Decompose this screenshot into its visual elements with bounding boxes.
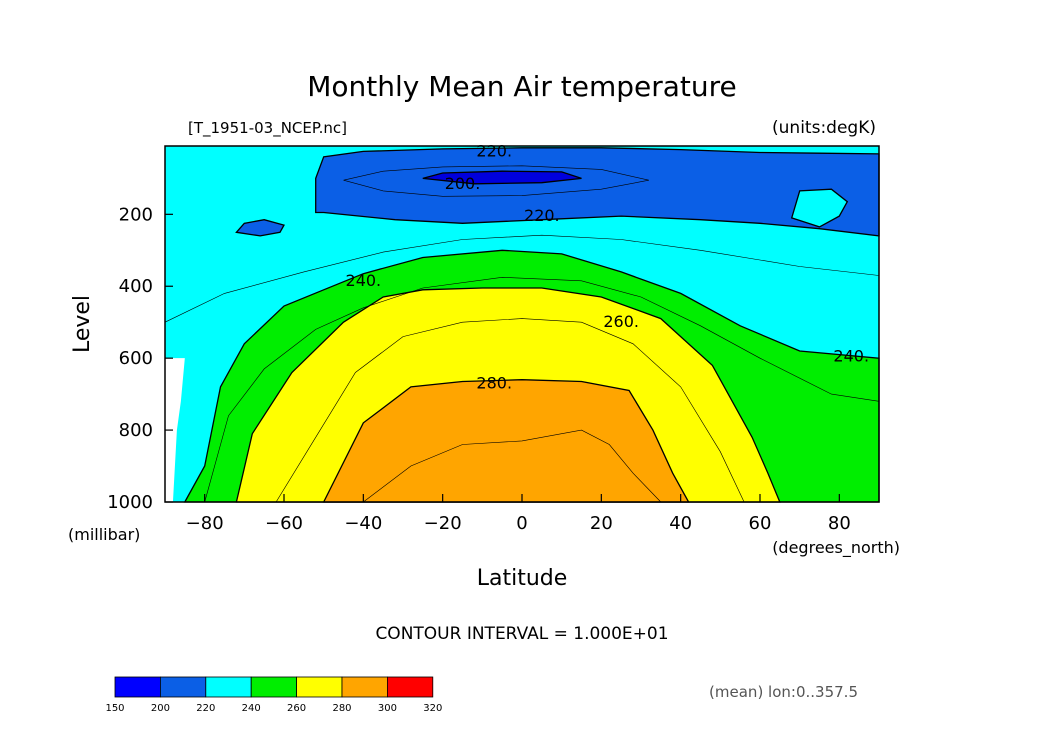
y-tick-label-3: 800 [119, 420, 153, 441]
field-region-220-240-2 [790, 188, 849, 228]
field-region-280-300-6 [322, 379, 690, 503]
y-axis: 200 400 600 800 1000 [107, 204, 173, 513]
contour-line-250 [204, 276, 880, 503]
contour-label-2: 220. [524, 206, 560, 225]
colorbar-label-7: 320 [423, 703, 442, 714]
x-axis: −80 −60 −40 −20 0 20 40 60 80 [186, 494, 851, 534]
x-tick-label-6: 40 [669, 513, 692, 534]
file-label: [T_1951-03_NCEP.nc] [188, 119, 347, 138]
colorbar-label-3: 240 [242, 703, 261, 714]
y-units: (millibar) [68, 525, 140, 544]
temperature-field [165, 146, 880, 503]
colorbar-label-6: 300 [378, 703, 397, 714]
colorbar-label-4: 260 [287, 703, 306, 714]
colorbar-swatch-1 [159, 676, 207, 698]
field-region-200-220-0 [315, 147, 880, 237]
colorbar: 150 200 220 240 260 280 300 320 [105, 676, 442, 714]
contour-label-6: 280. [476, 373, 512, 392]
x-tick-label-2: −40 [344, 513, 382, 534]
field-region-200-220-1 [235, 219, 285, 237]
x-tick-label-0: −80 [186, 513, 224, 534]
colorbar-label-1: 200 [151, 703, 170, 714]
x-tick-label-5: 20 [590, 513, 613, 534]
contour-line-290 [363, 429, 662, 503]
y-tick-label-0: 200 [119, 204, 153, 225]
mean-note: (mean) lon:0..357.5 [709, 683, 858, 701]
colorbar-swatch-0 [114, 676, 161, 698]
x-axis-title: Latitude [477, 566, 568, 591]
colorbar-label-0: 150 [105, 703, 124, 714]
contour-interval-note: CONTOUR INTERVAL = 1.000E+01 [375, 624, 668, 644]
contour-label-0: 220. [476, 141, 512, 160]
x-tick-label-3: −20 [424, 513, 462, 534]
y-tick-label-4: 1000 [107, 492, 153, 513]
colorbar-swatch-2 [205, 676, 252, 698]
x-tick-label-8: 80 [828, 513, 851, 534]
contour-line-270 [275, 318, 745, 503]
contour-label-1: 200. [445, 174, 481, 193]
x-tick-label-4: 0 [516, 513, 527, 534]
y-axis-title: Level [70, 295, 95, 353]
colorbar-swatch-6 [386, 676, 434, 698]
colorbar-swatch-5 [341, 676, 388, 698]
y-tick-label-2: 600 [119, 348, 153, 369]
contour-label-4: 260. [603, 312, 639, 331]
contour-line-210 [343, 165, 649, 197]
y-tick-label-1: 400 [119, 276, 153, 297]
contour-label-5: 240. [833, 346, 869, 365]
contour-label-3: 240. [346, 271, 382, 290]
chart-title: Monthly Mean Air temperature [307, 70, 737, 103]
contour-line-230 [164, 234, 880, 323]
colorbar-label-5: 280 [332, 703, 351, 714]
x-tick-label-7: 60 [749, 513, 772, 534]
colorbar-swatch-3 [250, 676, 297, 698]
colorbar-swatch-4 [296, 676, 343, 698]
x-tick-label-1: −60 [265, 513, 303, 534]
missing-data-area [165, 358, 185, 502]
contour-lines [164, 165, 880, 503]
x-units: (degrees_north) [772, 538, 900, 558]
field-region-190-200-3 [422, 170, 582, 185]
colorbar-label-2: 220 [196, 703, 215, 714]
units-label: (units:degK) [772, 118, 876, 138]
